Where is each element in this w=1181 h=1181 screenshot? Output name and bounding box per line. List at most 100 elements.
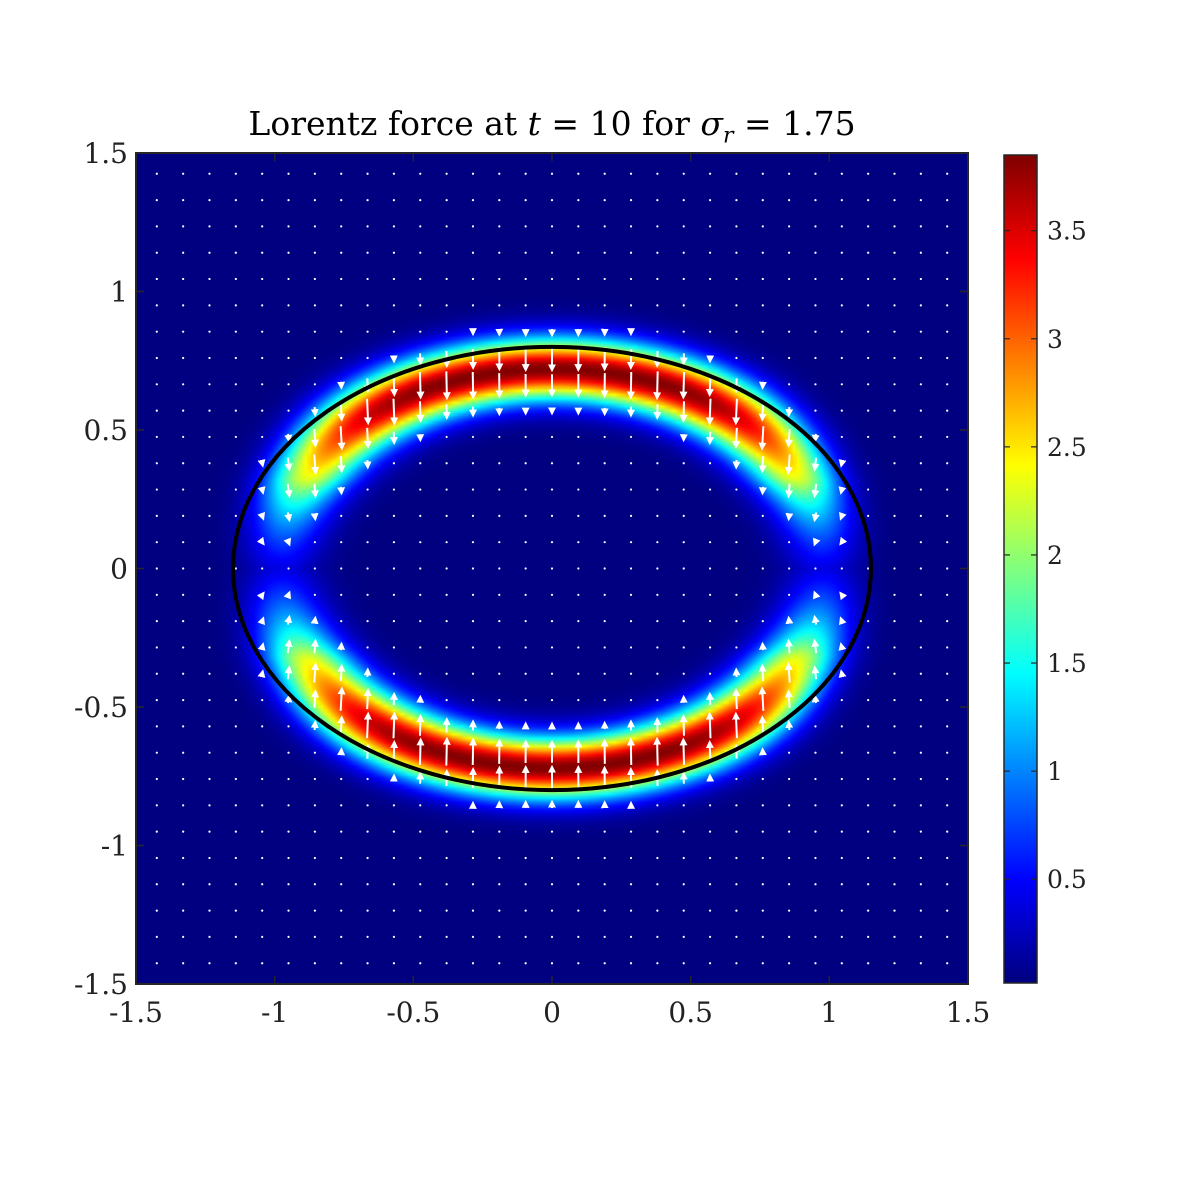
quiver-dot: [656, 488, 659, 491]
quiver-dot: [735, 777, 738, 781]
quiver-dot: [234, 435, 237, 439]
quiver-arrow: [758, 402, 767, 422]
quiver-dot: [603, 883, 606, 886]
quiver-dot: [629, 593, 633, 596]
quiver-dot: [208, 462, 211, 465]
quiver-dot: [498, 883, 501, 886]
quiver-dot: [629, 541, 633, 544]
quiver-dot: [524, 856, 527, 860]
quiver-dot: [867, 383, 870, 386]
quiver-dot: [340, 935, 343, 939]
quiver-dot: [682, 883, 685, 886]
quiver-dot: [340, 277, 343, 281]
quiver-dot: [814, 988, 816, 990]
quiver-dot: [577, 935, 580, 939]
quiver-dot: [761, 909, 764, 912]
quiver-dot: [234, 172, 237, 175]
quiver-dot: [814, 330, 817, 333]
quiver-dot: [471, 883, 475, 886]
quiver-dot: [919, 567, 922, 570]
quiver-dot: [603, 909, 606, 912]
quiver-dot: [445, 698, 448, 702]
quiver-dot: [419, 225, 422, 228]
quiver-dot: [946, 146, 948, 148]
quiver-dot: [129, 883, 131, 885]
quiver-arrow: [785, 719, 794, 730]
quiver-dot: [366, 646, 369, 649]
quiver-dot: [550, 935, 554, 939]
quiver-dot: [550, 251, 554, 254]
quiver-dot: [656, 856, 659, 860]
quiver-dot: [471, 567, 475, 570]
quiver-dot: [972, 278, 974, 280]
quiver-dot: [287, 277, 290, 281]
quiver-dot: [946, 330, 949, 333]
quiver-dot: [498, 856, 501, 860]
quiver-dot: [445, 883, 448, 886]
quiver-dot: [946, 593, 949, 596]
quiver-dot: [208, 830, 211, 833]
quiver-dot: [287, 883, 290, 886]
quiver-dot: [366, 488, 369, 491]
quiver-dot: [788, 146, 790, 148]
quiver-dot: [735, 356, 738, 360]
quiver-dot: [867, 330, 870, 333]
quiver-dot: [550, 225, 554, 228]
quiver-dot: [629, 856, 633, 860]
quiver-dot: [972, 304, 974, 306]
quiver-dot: [445, 488, 448, 491]
quiver-dot: [471, 698, 475, 702]
quiver-dot: [867, 198, 870, 202]
quiver-dot: [419, 962, 422, 965]
quiver-arrow: [784, 454, 793, 476]
quiver-dot: [629, 672, 633, 675]
quiver-dot: [919, 277, 922, 281]
quiver-arrow: [811, 638, 820, 654]
quiver-dot: [946, 409, 949, 412]
y-tick-label: -1.5: [74, 968, 128, 1001]
quiver-arrow: [311, 689, 320, 708]
quiver-arrow: [839, 511, 847, 521]
quiver-dot: [577, 514, 580, 517]
quiver-dot: [208, 593, 211, 596]
quiver-dot: [682, 541, 685, 544]
y-axis: 1.5 1 0.5 0 -0.5 -1 -1.5: [74, 137, 968, 1001]
quiver-arrow: [679, 371, 688, 400]
quiver-arrow: [811, 694, 820, 704]
quiver-dot: [445, 172, 448, 175]
quiver-dot: [867, 777, 870, 781]
quiver-dot: [445, 567, 448, 570]
quiver-dot: [340, 172, 343, 175]
quiver-dot: [682, 462, 685, 465]
quiver-dot: [656, 830, 659, 833]
quiver-dot: [550, 620, 554, 623]
quiver-dot: [946, 883, 949, 886]
quiver-dot: [234, 383, 237, 386]
quiver-dot: [867, 620, 870, 623]
quiver-dot: [182, 935, 185, 939]
quiver-arrow: [311, 429, 320, 448]
quiver-dot: [735, 962, 738, 965]
quiver-dot: [446, 988, 448, 990]
quiver-dot: [919, 620, 922, 623]
quiver-dot: [603, 172, 606, 175]
quiver-dot: [577, 462, 580, 465]
quiver-dot: [946, 304, 949, 307]
quiver-dot: [577, 251, 580, 254]
quiver-dot: [656, 172, 659, 175]
quiver-dot: [814, 751, 817, 754]
quiver-dot: [340, 251, 343, 254]
quiver-dot: [471, 830, 475, 833]
quiver-dot: [867, 304, 870, 307]
quiver-arrow: [284, 638, 293, 654]
quiver-dot: [313, 198, 316, 202]
quiver-dot: [471, 225, 475, 228]
chart-title: Lorentz force at t = 10 for σr = 1.75: [136, 104, 968, 149]
quiver-dot: [392, 856, 396, 860]
quiver-dot: [525, 146, 527, 148]
quiver-dot: [735, 198, 738, 202]
quiver-dot: [577, 304, 580, 307]
quiver-dot: [234, 830, 237, 833]
quiver-arrow: [838, 642, 847, 651]
